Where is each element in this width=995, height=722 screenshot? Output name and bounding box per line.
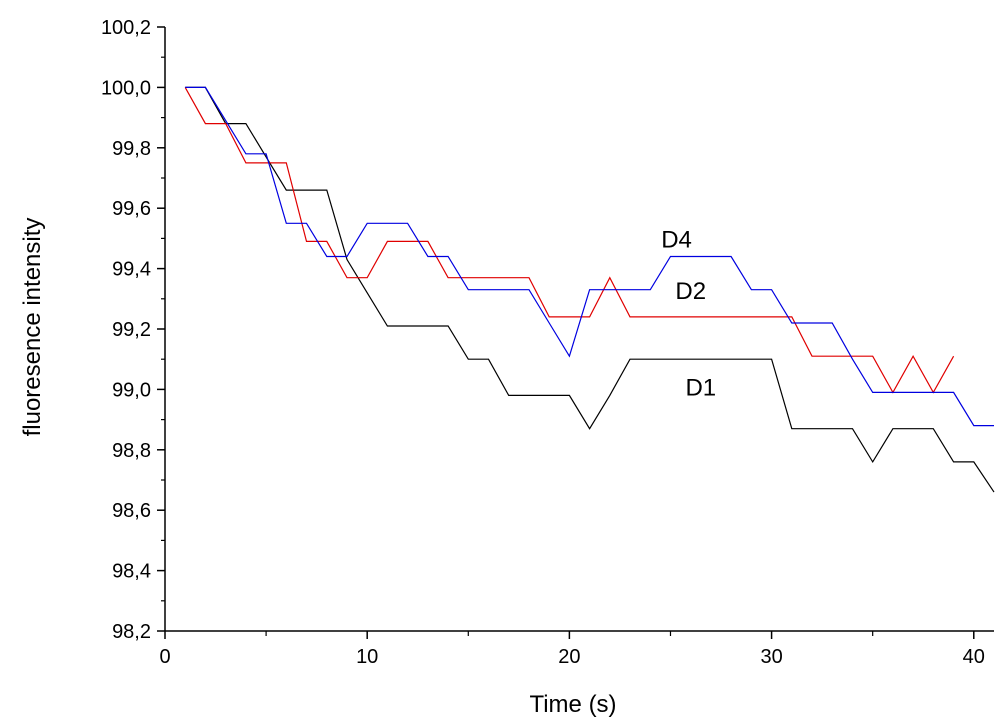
- y-tick-label: 99,4: [112, 259, 151, 281]
- y-tick-label: 98,4: [112, 561, 151, 583]
- series-label-d4: D4: [661, 226, 692, 253]
- ticks-layer: 98,2 98,4 98,6 98,8 99,0 99,2 99,4 99,6 99,8 100,…: [101, 17, 985, 668]
- x-tick-label: 20: [558, 646, 580, 668]
- y-axis-title: fluoresence intensity: [19, 218, 46, 437]
- y-tick-label: 99,6: [112, 198, 151, 220]
- series-line-d2: [184, 87, 955, 394]
- y-tick-label: 98,6: [112, 500, 151, 522]
- x-tick-label: 40: [963, 646, 985, 668]
- series-label-d1: D1: [685, 374, 716, 401]
- y-tick-label: 99,2: [112, 319, 151, 341]
- x-tick-label: 10: [356, 646, 378, 668]
- series-line-d4: [185, 86, 994, 427]
- y-tick-label: 98,8: [112, 440, 151, 462]
- series-line-d1: [185, 86, 995, 493]
- x-tick-label: 30: [760, 646, 782, 668]
- axes-layer: [164, 27, 994, 632]
- series-label-d2: D2: [675, 278, 706, 305]
- series-labels: D1 D2 D4: [661, 226, 716, 401]
- x-axis-title: Time (s): [529, 691, 616, 718]
- y-tick-label: 98,2: [112, 621, 151, 643]
- y-tick-label: 100,0: [101, 77, 151, 99]
- y-tick-label: 100,2: [101, 17, 151, 39]
- y-tick-label: 99,0: [112, 379, 151, 401]
- series-layer: [184, 86, 995, 493]
- y-tick-label: 99,8: [112, 138, 151, 160]
- x-tick-label: 0: [159, 646, 170, 668]
